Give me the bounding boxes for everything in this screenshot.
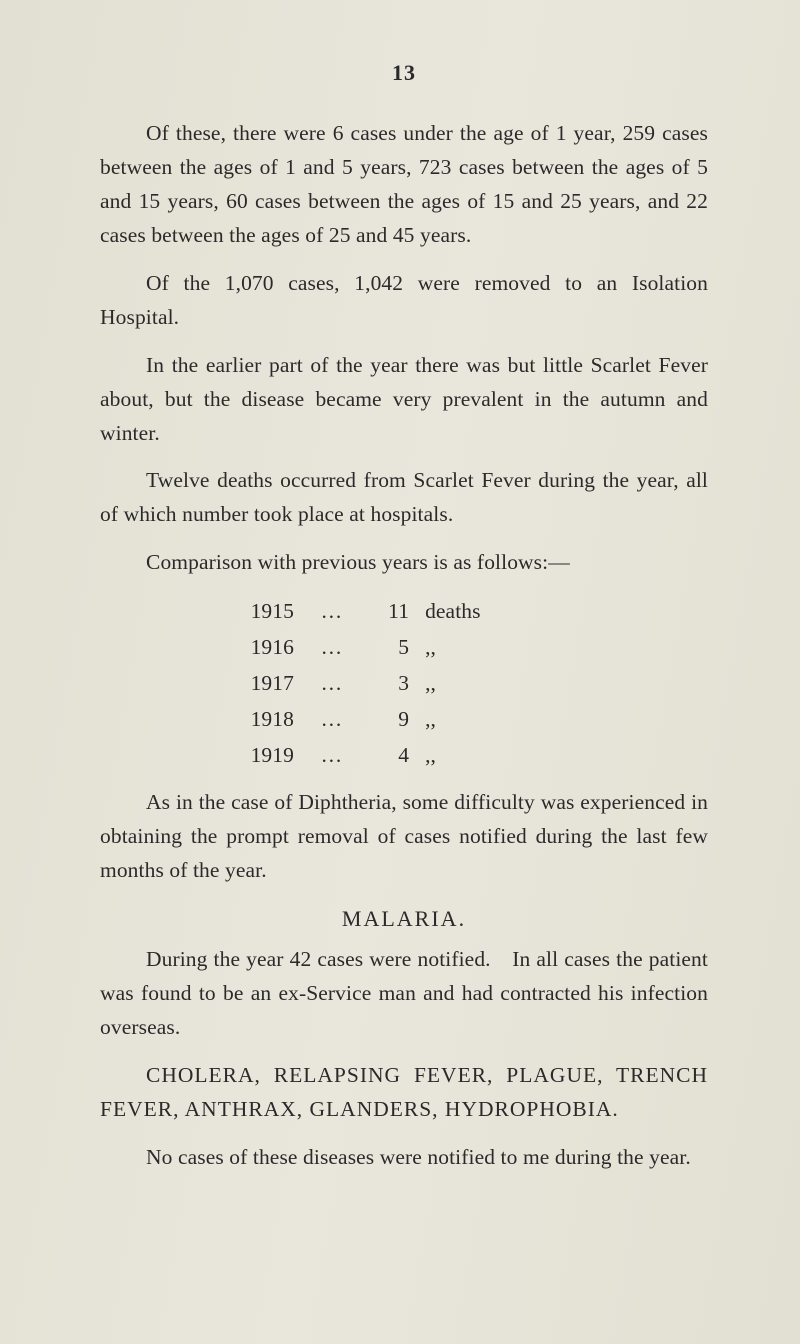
table-row: 1915 … 11 deaths bbox=[216, 594, 593, 630]
paragraph-2: Of the 1,070 cases, 1,042 were removed t… bbox=[100, 267, 708, 335]
paragraph-4: Twelve deaths occurred from Scarlet Feve… bbox=[100, 464, 708, 532]
cell-year: 1916 bbox=[216, 630, 306, 666]
disease-list-title: CHOLERA, RELAPSING FEVER, PLAGUE, TRENCH… bbox=[100, 1059, 708, 1127]
cell-year: 1918 bbox=[216, 702, 306, 738]
paragraph-1: Of these, there were 6 cases under the a… bbox=[100, 117, 708, 253]
cell-dots: … bbox=[306, 594, 359, 630]
deaths-table: 1915 … 11 deaths 1916 … 5 ,, 1917 … 3 ,, bbox=[216, 594, 593, 774]
cell-dots: … bbox=[306, 738, 359, 774]
paragraph-6: As in the case of Diphtheria, some diffi… bbox=[100, 786, 708, 888]
cell-count: 11 bbox=[359, 594, 419, 630]
paragraph-5-lead: Comparison with previous years is as fol… bbox=[100, 546, 708, 580]
cell-unit: deaths bbox=[419, 594, 592, 630]
cell-count: 4 bbox=[359, 738, 419, 774]
cell-count: 3 bbox=[359, 666, 419, 702]
table-row: 1916 … 5 ,, bbox=[216, 630, 593, 666]
cell-year: 1915 bbox=[216, 594, 306, 630]
cell-dots: … bbox=[306, 630, 359, 666]
cell-unit: ,, bbox=[419, 702, 592, 738]
cell-dots: … bbox=[306, 666, 359, 702]
paragraph-3: In the earlier part of the year there wa… bbox=[100, 349, 708, 451]
page-number: 13 bbox=[100, 56, 708, 91]
cell-unit: ,, bbox=[419, 630, 592, 666]
deaths-table-body: 1915 … 11 deaths 1916 … 5 ,, 1917 … 3 ,, bbox=[216, 594, 593, 774]
cell-unit: ,, bbox=[419, 738, 592, 774]
cell-dots: … bbox=[306, 702, 359, 738]
paragraph-7: During the year 42 cases were notified. … bbox=[100, 943, 708, 1045]
table-row: 1917 … 3 ,, bbox=[216, 666, 593, 702]
table-row: 1919 … 4 ,, bbox=[216, 738, 593, 774]
table-row: 1918 … 9 ,, bbox=[216, 702, 593, 738]
cell-year: 1919 bbox=[216, 738, 306, 774]
document-page: 13 Of these, there were 6 cases under th… bbox=[0, 0, 800, 1344]
cell-count: 5 bbox=[359, 630, 419, 666]
paragraph-8: No cases of these diseases were notified… bbox=[100, 1141, 708, 1175]
cell-count: 9 bbox=[359, 702, 419, 738]
deaths-table-wrap: 1915 … 11 deaths 1916 … 5 ,, 1917 … 3 ,, bbox=[216, 594, 593, 774]
section-title-malaria: MALARIA. bbox=[100, 902, 708, 937]
cell-year: 1917 bbox=[216, 666, 306, 702]
cell-unit: ,, bbox=[419, 666, 592, 702]
